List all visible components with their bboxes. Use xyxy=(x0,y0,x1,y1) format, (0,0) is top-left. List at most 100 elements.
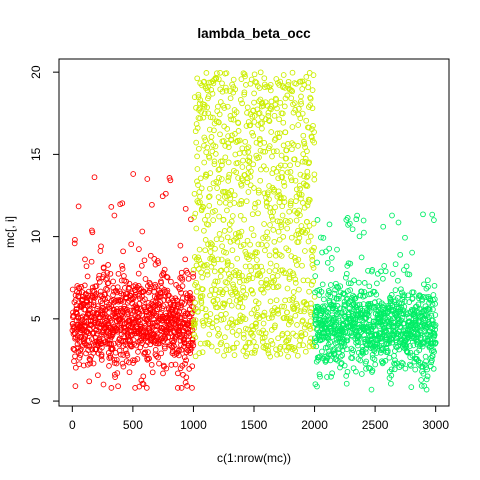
data-point xyxy=(395,277,401,284)
data-point xyxy=(277,350,284,357)
data-point xyxy=(113,356,120,363)
data-point xyxy=(210,80,217,87)
data-point xyxy=(424,366,430,373)
data-point xyxy=(196,145,202,152)
data-point xyxy=(109,346,116,352)
data-point xyxy=(204,339,211,346)
data-point xyxy=(162,335,169,342)
data-point xyxy=(223,266,230,273)
data-point xyxy=(93,283,100,289)
data-point xyxy=(429,317,436,324)
data-point xyxy=(356,301,363,308)
data-point xyxy=(275,335,281,342)
data-point xyxy=(183,357,189,364)
data-point xyxy=(105,295,111,301)
data-point xyxy=(87,360,93,367)
data-point xyxy=(85,288,92,295)
data-point xyxy=(236,137,243,144)
data-point xyxy=(312,273,319,279)
data-point xyxy=(214,278,221,285)
data-point xyxy=(91,302,97,308)
data-point xyxy=(221,228,228,234)
data-point xyxy=(267,260,274,267)
data-point xyxy=(216,111,223,118)
data-point xyxy=(348,280,354,287)
data-point xyxy=(333,356,340,363)
data-point xyxy=(206,126,213,133)
data-point xyxy=(198,185,205,192)
data-point xyxy=(249,113,256,120)
data-point xyxy=(83,291,89,298)
data-point xyxy=(171,302,178,309)
data-point xyxy=(205,321,212,327)
data-point xyxy=(303,117,310,124)
data-point xyxy=(180,371,186,378)
data-point xyxy=(245,189,252,195)
data-point xyxy=(319,281,326,288)
data-point xyxy=(237,212,244,219)
data-point xyxy=(247,122,254,129)
data-point xyxy=(230,281,236,288)
data-point xyxy=(161,266,168,273)
data-point xyxy=(251,350,258,356)
data-point xyxy=(273,263,280,269)
data-point xyxy=(299,110,306,117)
data-point xyxy=(182,325,189,332)
data-point xyxy=(256,154,262,161)
data-point xyxy=(281,183,288,189)
data-point xyxy=(208,86,215,93)
data-point xyxy=(372,327,379,334)
data-point xyxy=(274,148,280,155)
data-point xyxy=(361,280,368,286)
data-point xyxy=(255,210,261,217)
data-point xyxy=(279,110,286,117)
data-point xyxy=(277,344,284,350)
data-point xyxy=(295,122,302,128)
data-point xyxy=(178,302,185,309)
data-point xyxy=(410,289,417,296)
data-point xyxy=(136,246,142,252)
data-point xyxy=(254,257,260,263)
data-point xyxy=(135,349,141,355)
data-point xyxy=(375,304,382,311)
data-point xyxy=(227,238,234,245)
data-point xyxy=(248,287,255,294)
data-point xyxy=(190,342,197,349)
data-point xyxy=(363,358,370,365)
data-point xyxy=(214,185,220,191)
data-point xyxy=(259,100,266,106)
data-point xyxy=(277,99,284,106)
data-point xyxy=(274,351,280,358)
data-point xyxy=(192,317,199,323)
data-point xyxy=(119,262,125,269)
data-point xyxy=(205,194,212,200)
data-point xyxy=(122,346,129,353)
data-point xyxy=(108,341,114,348)
data-point xyxy=(72,364,79,371)
data-point xyxy=(201,103,208,110)
data-point xyxy=(280,233,287,240)
data-point xyxy=(249,333,256,339)
data-point xyxy=(202,306,209,313)
data-point xyxy=(228,302,235,309)
data-point xyxy=(316,371,323,378)
data-point xyxy=(144,176,151,182)
data-point xyxy=(275,283,282,290)
data-point xyxy=(224,126,231,132)
data-point xyxy=(304,183,311,189)
data-point xyxy=(197,97,204,103)
data-point xyxy=(309,262,316,268)
data-point xyxy=(210,298,217,304)
data-point xyxy=(207,240,214,246)
data-point xyxy=(352,295,359,302)
data-point xyxy=(235,175,241,181)
data-point xyxy=(219,162,225,169)
data-point xyxy=(230,76,237,83)
data-point xyxy=(295,105,302,112)
data-point xyxy=(244,175,251,182)
data-point xyxy=(174,385,181,391)
data-point xyxy=(388,372,395,379)
data-point xyxy=(289,88,296,95)
data-point xyxy=(389,212,395,219)
data-point xyxy=(294,322,300,328)
